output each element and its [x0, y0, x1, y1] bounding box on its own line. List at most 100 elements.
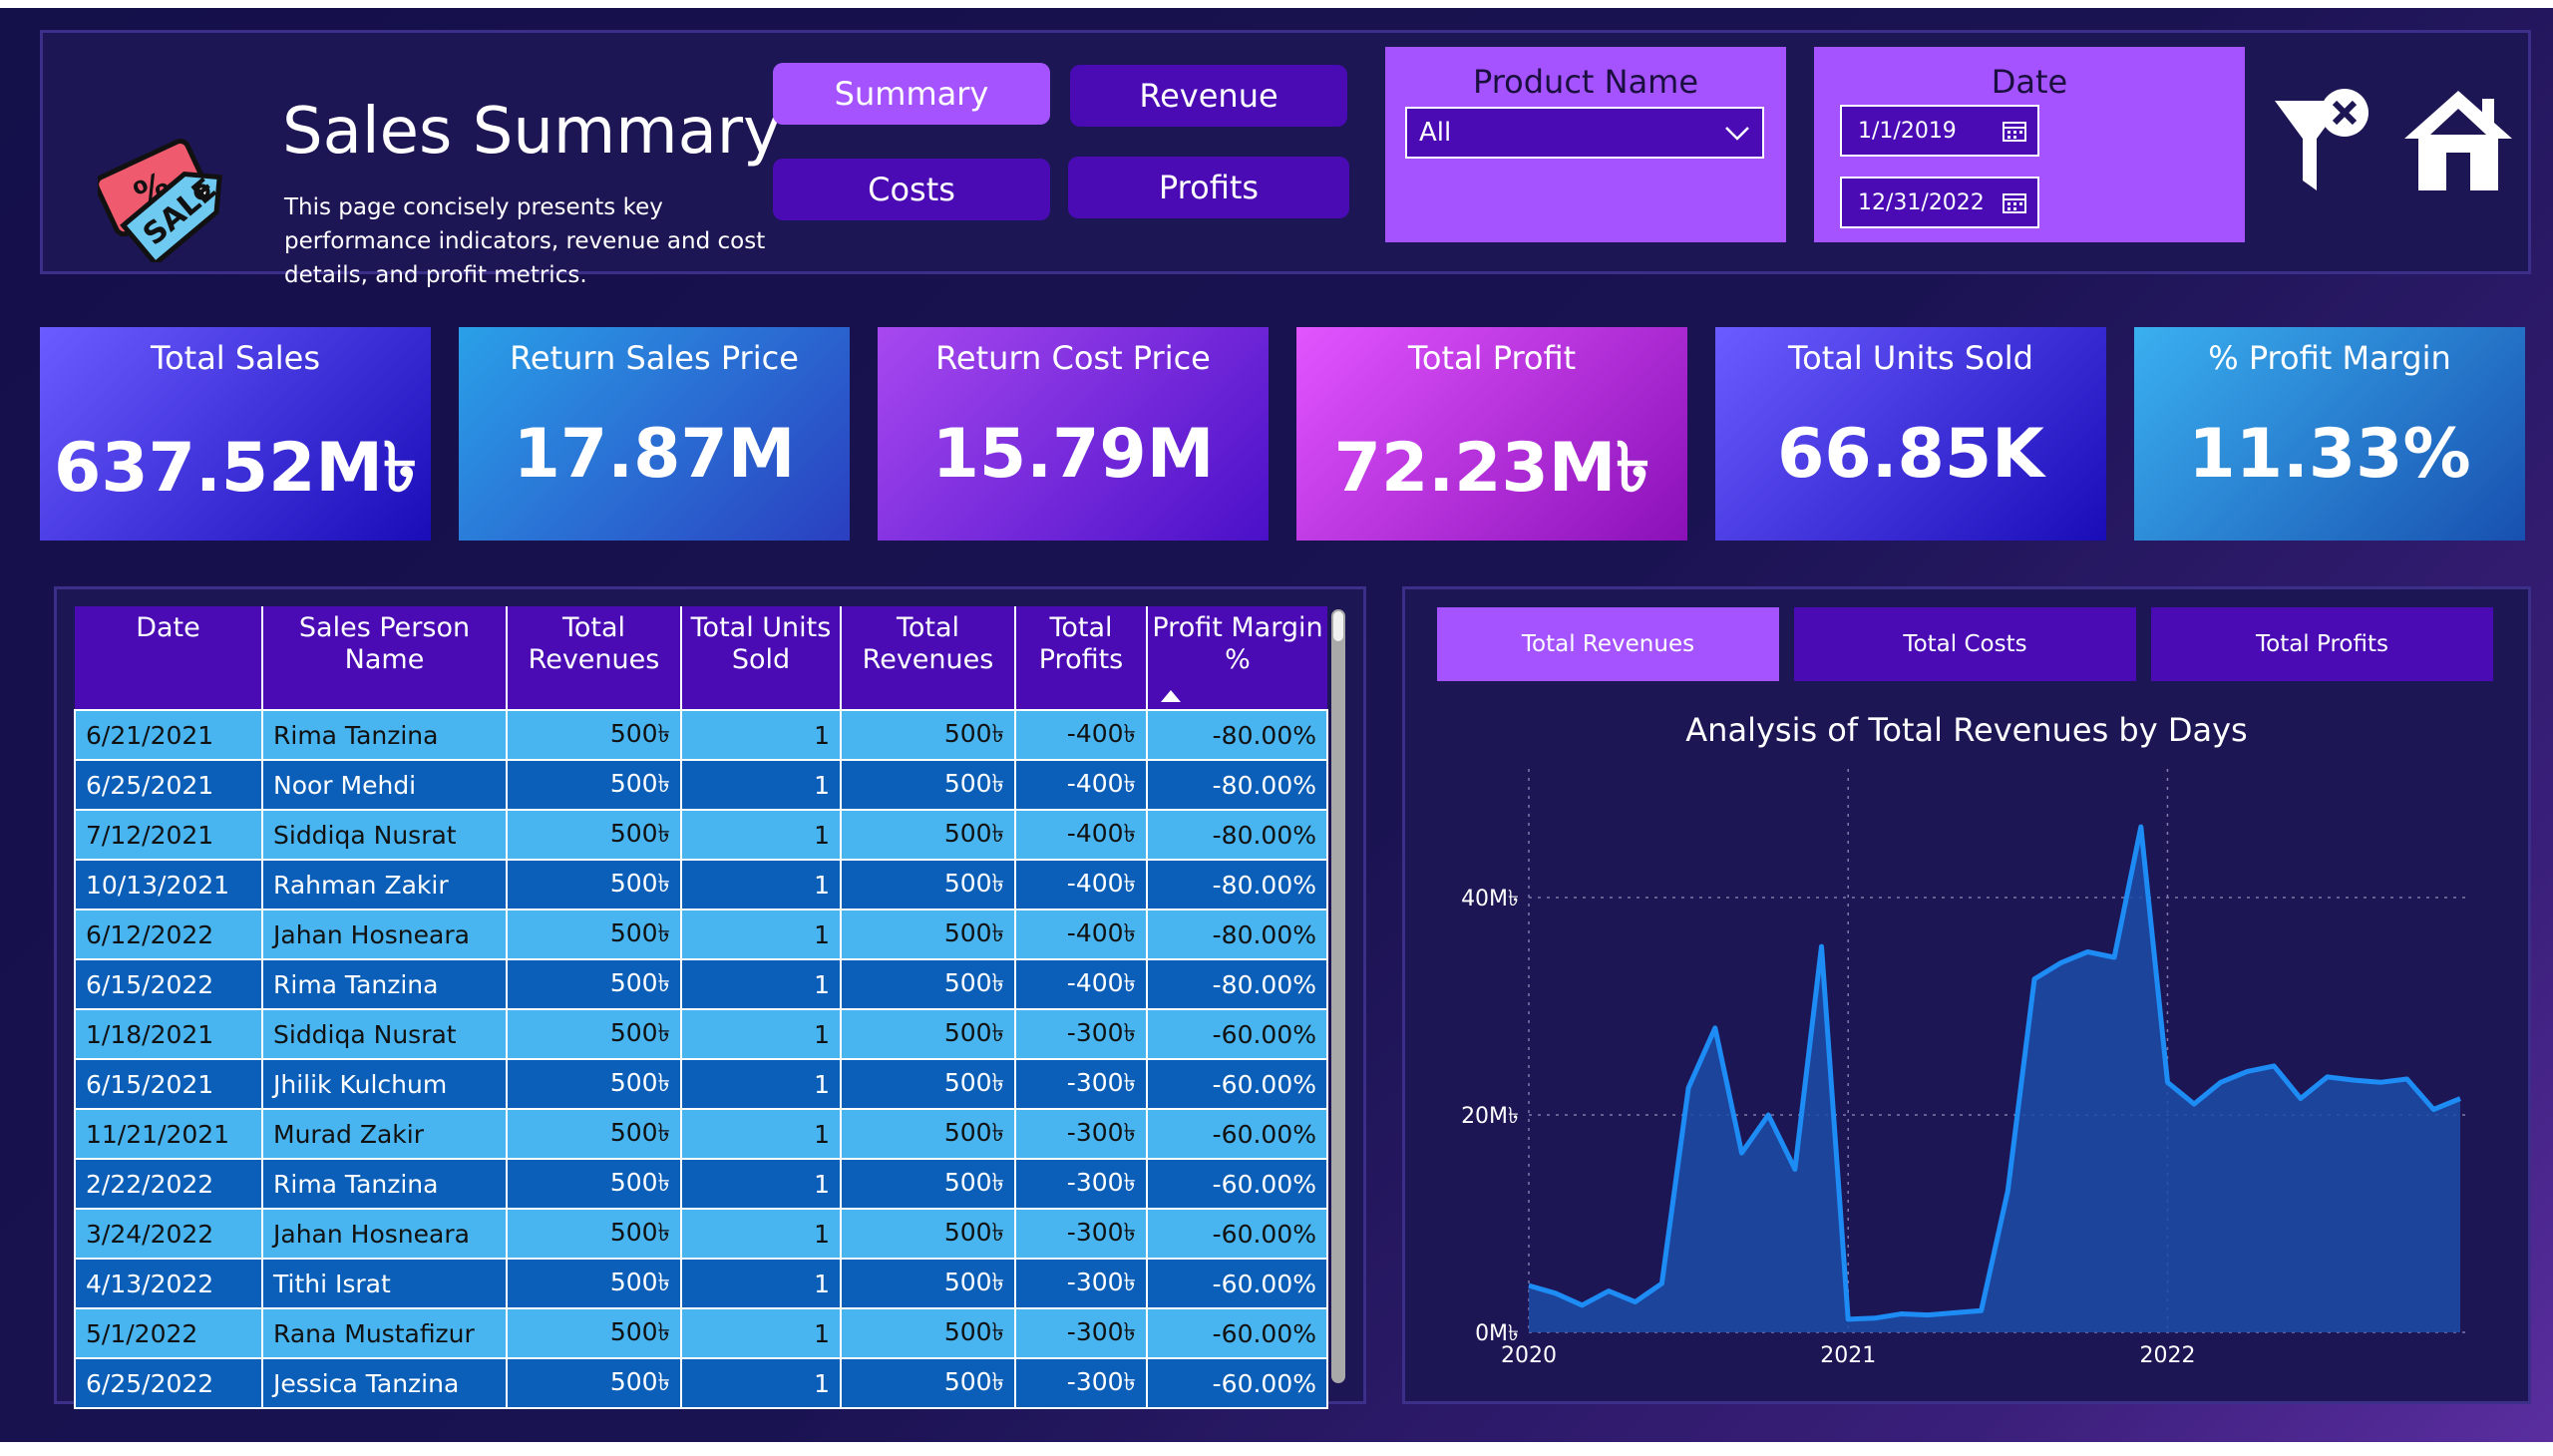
- kpi-title: Return Sales Price: [510, 339, 799, 377]
- tab-label: Total Revenues: [1521, 631, 1695, 657]
- calendar-icon: [2003, 193, 2026, 213]
- data-point: [2218, 1079, 2224, 1085]
- table-cell: Jahan Hosneara: [261, 909, 508, 960]
- table-row[interactable]: 6/15/2022 Rima Tanzina 500৳ 1 500৳ -400৳ -80.0…: [74, 958, 1328, 1010]
- y-tick-label: 20M৳: [1461, 1104, 1519, 1129]
- data-point: [1872, 1315, 1878, 1321]
- column-header-total-revenues-2[interactable]: Total Revenues: [841, 606, 1016, 710]
- table-row[interactable]: 5/1/2022 Rana Mustafizur 500৳ 1 500৳ -300৳ -60…: [74, 1307, 1328, 1359]
- table-row[interactable]: 6/25/2021 Noor Mehdi 500৳ 1 500৳ -400৳ -80.00%: [74, 759, 1328, 811]
- table-cell: -300৳: [1014, 1357, 1148, 1409]
- chart-panel: Total Revenues Total Costs Total Profits…: [1402, 586, 2531, 1404]
- table-row[interactable]: 6/12/2022 Jahan Hosneara 500৳ 1 500৳ -400৳ -80…: [74, 909, 1328, 960]
- nav-profits-button[interactable]: Profits: [1068, 157, 1349, 218]
- table-row[interactable]: 6/21/2021 Rima Tanzina 500৳ 1 500৳ -400৳ -80.0…: [74, 709, 1328, 761]
- nav-costs-button[interactable]: Costs: [773, 159, 1050, 220]
- table-row[interactable]: 7/12/2021 Siddiqa Nusrat 500৳ 1 500৳ -400৳ -80…: [74, 809, 1328, 861]
- kpi-title: Return Cost Price: [935, 339, 1211, 377]
- data-point: [2298, 1096, 2304, 1102]
- data-point: [2138, 824, 2144, 830]
- table-cell: 500৳: [506, 1208, 682, 1260]
- data-point: [2084, 949, 2090, 955]
- table-cell: 500৳: [506, 1108, 682, 1160]
- table-cell: 6/25/2021: [74, 759, 263, 811]
- column-header-date[interactable]: Date: [75, 606, 263, 710]
- kpi-value: 17.87M: [513, 415, 796, 494]
- table-cell: -60.00%: [1146, 1008, 1328, 1060]
- product-name-dropdown[interactable]: All: [1405, 107, 1764, 159]
- data-point: [1792, 1167, 1798, 1173]
- table-cell: 1/18/2021: [74, 1008, 263, 1060]
- table-cell: 10/13/2021: [74, 859, 263, 910]
- table-cell: -400৳: [1014, 859, 1148, 910]
- table-cell: 500৳: [506, 909, 682, 960]
- table-row[interactable]: 11/21/2021 Murad Zakir 500৳ 1 500৳ -300৳ -60.0…: [74, 1108, 1328, 1160]
- column-header-total-profits[interactable]: Total Profits: [1015, 606, 1148, 710]
- nav-summary-button[interactable]: Summary: [773, 63, 1050, 125]
- sort-ascending-icon: [1161, 690, 1181, 702]
- series-line: [1528, 824, 2461, 1322]
- table-cell: -60.00%: [1146, 1307, 1328, 1359]
- table-cell: 500৳: [840, 709, 1016, 761]
- column-header-profit-margin[interactable]: Profit Margin %: [1147, 606, 1327, 710]
- data-point: [1925, 1312, 1931, 1318]
- data-point: [1579, 1302, 1585, 1308]
- table-cell: Rima Tanzina: [261, 958, 508, 1010]
- table-cell: Siddiqa Nusrat: [261, 1008, 508, 1060]
- profit-margin-header-label: Profit Margin %: [1152, 612, 1323, 675]
- tab-total-costs[interactable]: Total Costs: [1794, 607, 2136, 681]
- revenue-area-chart: 0M৳ 20M৳ 40M৳ 2020 2021 2022: [1461, 769, 2470, 1368]
- table-cell: 500৳: [840, 1058, 1016, 1110]
- data-point: [1979, 1307, 1985, 1313]
- table-row[interactable]: 6/25/2022 Jessica Tanzina 500৳ 1 500৳ -300৳ -6…: [74, 1357, 1328, 1409]
- table-cell: 1: [680, 1058, 842, 1110]
- data-point: [1952, 1309, 1958, 1315]
- table-cell: Rima Tanzina: [261, 709, 508, 761]
- table-row[interactable]: 1/18/2021 Siddiqa Nusrat 500৳ 1 500৳ -300৳ -60…: [74, 1008, 1328, 1060]
- home-icon[interactable]: [2398, 87, 2518, 196]
- kpi-total-units-sold: Total Units Sold 66.85K: [1715, 327, 2106, 541]
- table-row[interactable]: 10/13/2021 Rahman Zakir 500৳ 1 500৳ -400৳ -80.…: [74, 859, 1328, 910]
- series-area: [1529, 827, 2460, 1332]
- table-row[interactable]: 3/24/2022 Jahan Hosneara 500৳ 1 500৳ -300৳ -60…: [74, 1208, 1328, 1260]
- nav-revenue-button[interactable]: Revenue: [1070, 65, 1347, 127]
- table-scrollbar-thumb[interactable]: [1333, 611, 1343, 641]
- y-tick-label: 0M৳: [1475, 1321, 1519, 1346]
- table-cell: Rahman Zakir: [261, 859, 508, 910]
- table-cell: 6/15/2021: [74, 1058, 263, 1110]
- data-point: [2191, 1101, 2197, 1107]
- data-point: [1553, 1290, 1559, 1296]
- nav-costs-label: Costs: [868, 171, 955, 208]
- column-header-total-units-sold[interactable]: Total Units Sold: [681, 606, 842, 710]
- filter-clear-icon[interactable]: [2265, 81, 2374, 200]
- data-point: [2111, 954, 2117, 960]
- page-description: This page concisely presents key perform…: [284, 194, 766, 288]
- data-point: [2058, 959, 2064, 965]
- column-header-total-revenues[interactable]: Total Revenues: [507, 606, 682, 710]
- table-header-row: Date Sales Person Name Total Revenues To…: [75, 606, 1327, 710]
- table-cell: -80.00%: [1146, 809, 1328, 861]
- tab-label: Total Costs: [1903, 631, 2027, 657]
- table-cell: -80.00%: [1146, 909, 1328, 960]
- table-cell: -300৳: [1014, 1258, 1148, 1309]
- kpi-title: Total Sales: [150, 339, 321, 377]
- table-row[interactable]: 2/22/2022 Rima Tanzina 500৳ 1 500৳ -300৳ -60.0…: [74, 1158, 1328, 1210]
- tab-total-profits[interactable]: Total Profits: [2151, 607, 2493, 681]
- table-cell: Tithi Israt: [261, 1258, 508, 1309]
- table-cell: 500৳: [840, 759, 1016, 811]
- start-date-input[interactable]: 1/1/2019: [1840, 105, 2039, 157]
- table-row[interactable]: 4/13/2022 Tithi Israt 500৳ 1 500৳ -300৳ -60.00…: [74, 1258, 1328, 1309]
- tab-total-revenues[interactable]: Total Revenues: [1437, 607, 1779, 681]
- table-scrollbar[interactable]: [1331, 609, 1345, 1383]
- table-row[interactable]: 6/15/2021 Jhilik Kulchum 500৳ 1 500৳ -300৳ -60…: [74, 1058, 1328, 1110]
- data-point: [1606, 1288, 1612, 1294]
- x-tick-label: 2020: [1501, 1343, 1557, 1368]
- x-tick-label: 2022: [2139, 1343, 2195, 1368]
- column-header-sales-person[interactable]: Sales Person Name: [262, 606, 508, 710]
- date-filter-title: Date: [1991, 63, 2068, 101]
- table-cell: 2/22/2022: [74, 1158, 263, 1210]
- end-date-input[interactable]: 12/31/2022: [1840, 177, 2039, 228]
- table-cell: Siddiqa Nusrat: [261, 809, 508, 861]
- date-filter: Date 1/1/2019 12/31/2022: [1814, 47, 2245, 242]
- data-point: [1819, 943, 1825, 949]
